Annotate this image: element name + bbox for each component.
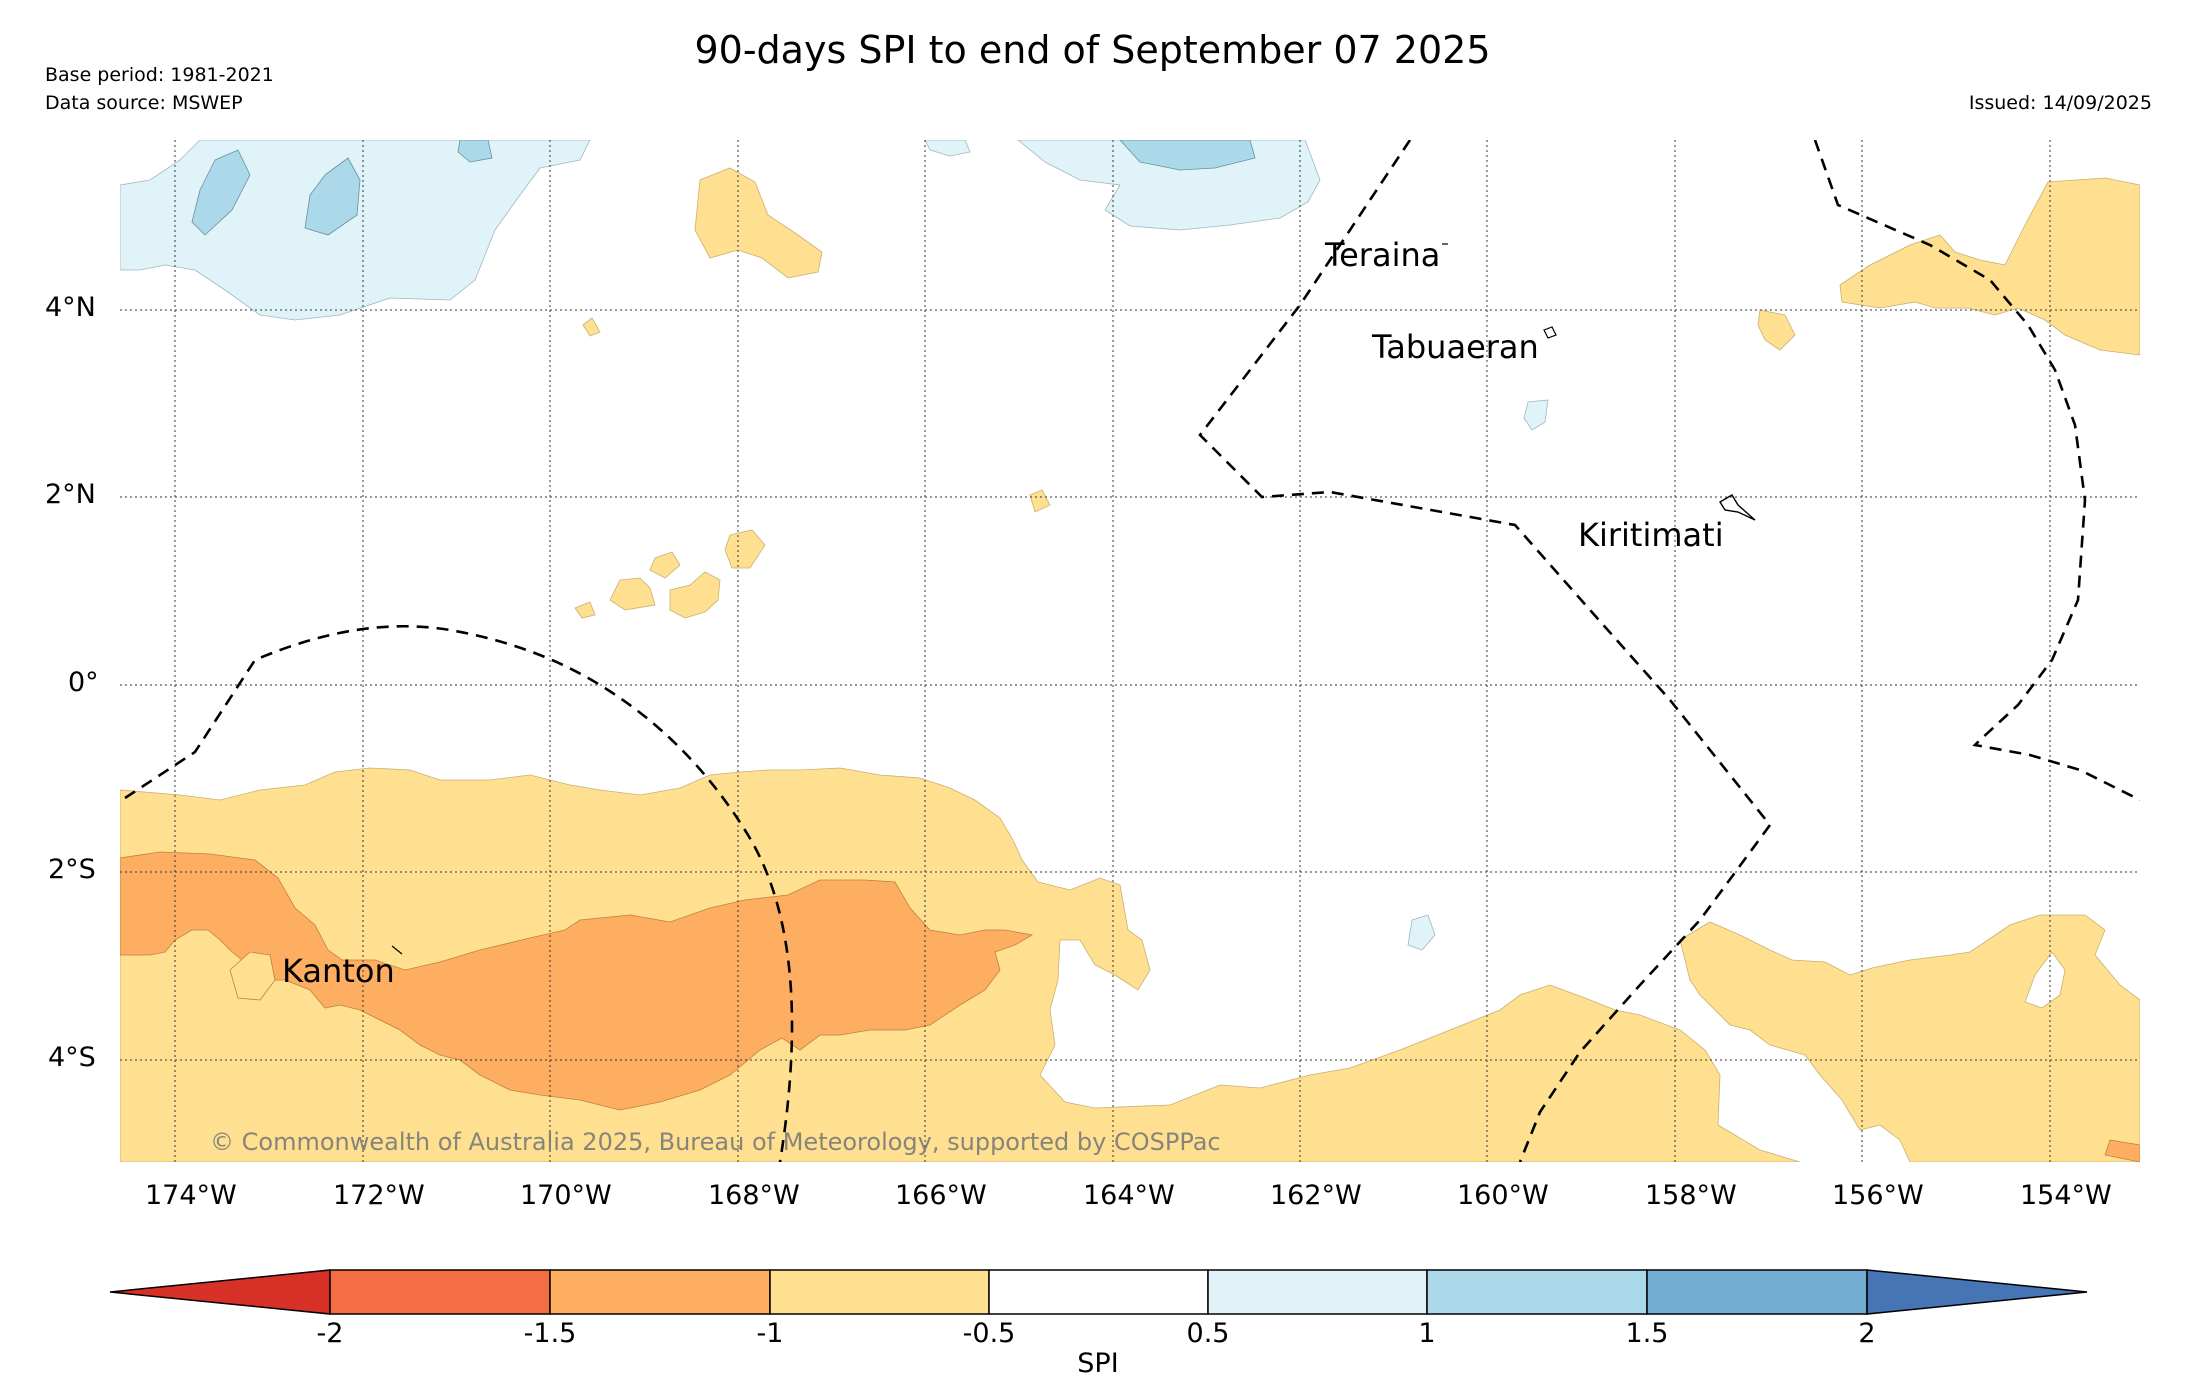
place-label-kanton: Kanton	[282, 952, 395, 990]
issued-date-text: Issued: 14/09/2025	[1968, 92, 2152, 114]
eez-boundary-line-islands-east	[1813, 140, 2140, 802]
kanton-island-outline	[391, 945, 403, 955]
tabuaeran-island-outline	[1543, 326, 1557, 339]
place-label-kiritimati: Kiritimati	[1578, 516, 1724, 554]
dry-patch-central-5	[669, 571, 721, 619]
wet-region-northwest-core-3	[457, 140, 493, 163]
lat-tick-label: 2°N	[45, 479, 96, 510]
dry-patch-north-1	[694, 167, 823, 279]
wet-region-north-central-core	[1119, 140, 1256, 171]
spi-colorbar: -2 -1.5 -1 -0.5 0.5 1 1.5 2 SPI	[109, 1269, 2088, 1379]
wet-patch-2	[1523, 399, 1549, 431]
lon-tick-label: 174°W	[145, 1180, 237, 1211]
colorbar-tick-label: 1.5	[1626, 1318, 1669, 1349]
dry-patch-central-3	[649, 551, 681, 579]
lat-tick-label: 2°S	[48, 854, 96, 885]
colorbar-segment	[329, 1269, 551, 1315]
map-title: 90-days SPI to end of September 07 2025	[694, 28, 1491, 72]
colorbar-tick-label: 1	[1418, 1318, 1435, 1349]
eez-boundary-kanton	[124, 624, 794, 1162]
eez-boundary-line-islands-west	[1198, 140, 1772, 1162]
slightly-dry-island-kanton	[229, 951, 276, 1001]
lon-tick-label: 162°W	[1270, 1180, 1362, 1211]
wet-region-northwest-core-2	[304, 157, 361, 236]
dry-patch-northeast-2	[1757, 309, 1796, 351]
colorbar-tick-label: -1.5	[524, 1318, 577, 1349]
copyright-text: © Commonwealth of Australia 2025, Bureau…	[210, 1128, 1221, 1156]
wet-region-northwest-core	[191, 149, 251, 236]
colorbar-tick-label: -1	[757, 1318, 784, 1349]
dry-patch-central-2	[724, 529, 766, 569]
wet-patch-1	[924, 140, 971, 157]
dry-patch-central-6	[574, 601, 596, 619]
moderately-dry-core	[120, 851, 1034, 1111]
lon-tick-label: 172°W	[333, 1180, 425, 1211]
wet-region-north-central	[1017, 140, 1321, 231]
lat-tick-label: 0°	[68, 667, 99, 698]
colorbar-segment	[1646, 1269, 1868, 1315]
lon-tick-label: 168°W	[708, 1180, 800, 1211]
colorbar-tick-label: 2	[1858, 1318, 1875, 1349]
lon-tick-label: 160°W	[1457, 1180, 1549, 1211]
place-label-teraina: Teraina	[1324, 236, 1440, 274]
colorbar-segment	[769, 1269, 990, 1315]
wet-patch-3	[1407, 914, 1436, 951]
lon-tick-label: 158°W	[1645, 1180, 1737, 1211]
colorbar-extend-left	[109, 1269, 331, 1315]
dry-patch-north-2	[582, 317, 601, 337]
near-normal-hole-southeast	[2024, 951, 2066, 1009]
lon-tick-label: 156°W	[1832, 1180, 1924, 1211]
place-label-tabuaeran: Tabuaeran	[1371, 328, 1539, 366]
map-gridlines	[120, 140, 2140, 1162]
kiritimati-island-outline	[1719, 494, 1756, 521]
colorbar-segment	[1426, 1269, 1648, 1315]
lon-tick-label: 154°W	[2020, 1180, 2112, 1211]
colorbar-tick-label: -0.5	[963, 1318, 1016, 1349]
eez-boundaries	[124, 140, 2140, 1162]
dry-band-southeast	[1679, 914, 2140, 1162]
colorbar-extend-right	[1866, 1269, 2088, 1315]
colorbar-segment	[549, 1269, 771, 1315]
lat-tick-label: 4°N	[45, 292, 96, 323]
lat-tick-label: 4°S	[48, 1042, 96, 1073]
colorbar-tick-label: -2	[317, 1318, 344, 1349]
dry-patch-central-1	[1029, 489, 1051, 513]
spi-map: Teraina Tabuaeran Kiritimati Kanton © Co…	[120, 140, 2140, 1162]
lon-tick-label: 170°W	[520, 1180, 612, 1211]
lon-tick-label: 164°W	[1083, 1180, 1175, 1211]
colorbar-tick-labels: -2 -1.5 -1 -0.5 0.5 1 1.5 2	[317, 1318, 1876, 1349]
lon-tick-label: 166°W	[895, 1180, 987, 1211]
colorbar-tick-label: 0.5	[1187, 1318, 1230, 1349]
dry-patch-central-4	[609, 577, 656, 611]
dry-patch-northeast	[1839, 177, 2140, 356]
colorbar-label: SPI	[1077, 1348, 1118, 1379]
moderately-dry-patch-se	[2104, 1139, 2140, 1162]
colorbar-segment	[988, 1269, 1209, 1315]
base-period-text: Base period: 1981-2021	[45, 64, 274, 86]
colorbar-segment	[1207, 1269, 1428, 1315]
data-source-text: Data source: MSWEP	[45, 92, 243, 114]
